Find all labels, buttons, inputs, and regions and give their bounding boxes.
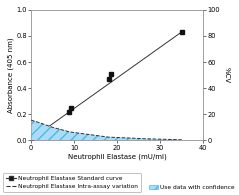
Y-axis label: Absorbance (405 nm): Absorbance (405 nm): [7, 37, 13, 113]
Legend: Neutrophil Elastase Standard curve, Neutrophil Elastase Intra-assay variation: Neutrophil Elastase Standard curve, Neut…: [3, 173, 141, 192]
Y-axis label: %CV: %CV: [224, 67, 230, 83]
Legend: Use data with confidence: Use data with confidence: [147, 183, 236, 192]
X-axis label: Neutrophil Elastase (mU/ml): Neutrophil Elastase (mU/ml): [68, 153, 167, 160]
